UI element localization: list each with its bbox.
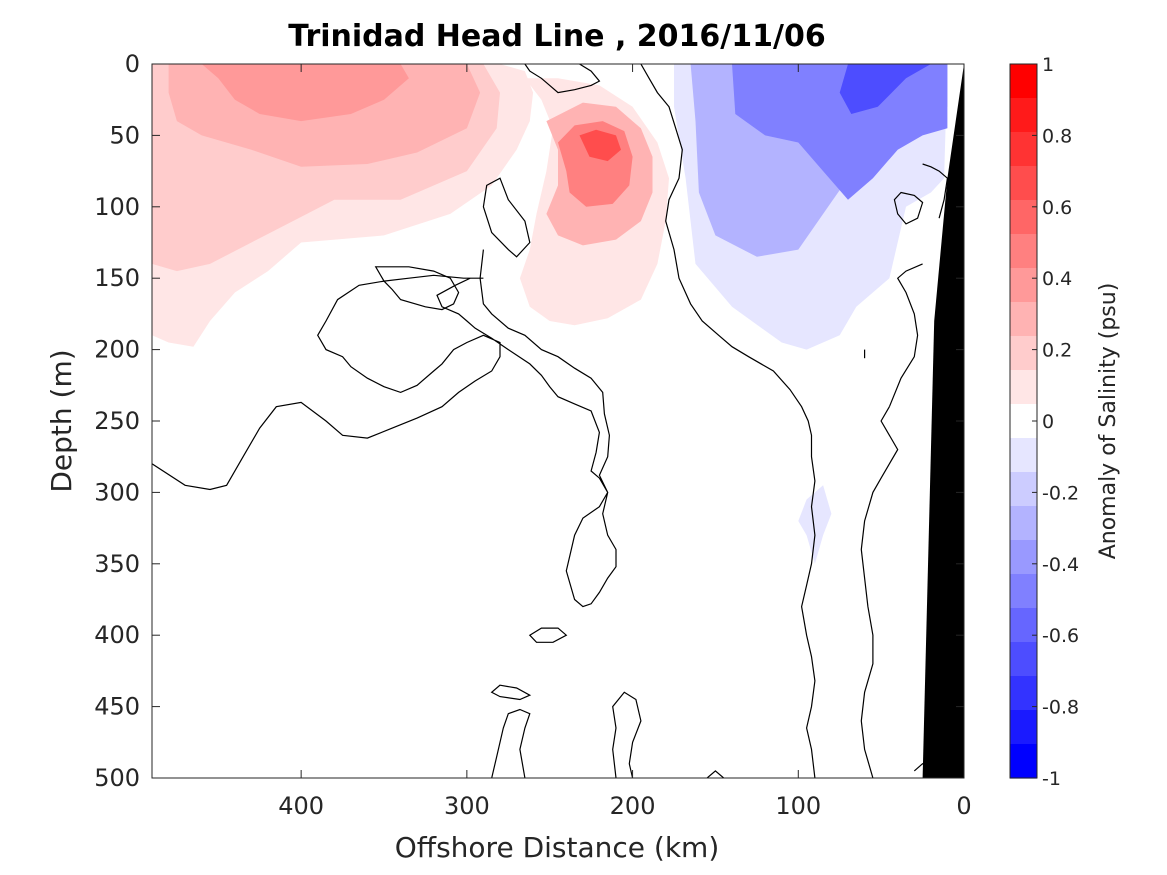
colorbar-swatch: [1010, 710, 1037, 745]
chart-title: Trinidad Head Line , 2016/11/06: [288, 19, 825, 54]
colorbar-swatch: [1010, 506, 1037, 541]
y-tick-label: 450: [94, 693, 140, 721]
plot-area: [151, 63, 965, 779]
zero-contour-line-7: [888, 263, 923, 407]
y-axis-label: Depth (m): [45, 349, 78, 492]
y-tick-label: 300: [94, 478, 140, 506]
colorbar-tick-label: -0.2: [1042, 482, 1079, 504]
zero-contour-line-0: [152, 249, 617, 608]
x-tick-label: 400: [278, 792, 324, 820]
filled-contour-12: [798, 485, 832, 564]
zero-contour-line-1: [374, 266, 460, 311]
y-tick-label: 50: [109, 121, 140, 149]
colorbar-swatch: [1010, 608, 1037, 643]
colorbar-swatch: [1010, 676, 1037, 711]
colorbar-tick-label: 0: [1042, 411, 1054, 433]
colorbar-swatch: [1010, 574, 1037, 609]
y-tick-label: 250: [94, 407, 140, 435]
colorbar-swatch: [1010, 268, 1037, 303]
zero-contour-line-11: [490, 684, 532, 701]
y-tick-label: 100: [94, 193, 140, 221]
colorbar-tick-label: 1: [1042, 54, 1054, 76]
colorbar-tick-label: 0.2: [1042, 340, 1072, 362]
colorbar-swatch: [1010, 234, 1037, 269]
colorbar-swatch: [1010, 472, 1037, 507]
y-tick-label: 0: [125, 50, 140, 78]
colorbar-tick-label: -1: [1042, 768, 1061, 790]
colorbar-tick-label: 0.6: [1042, 197, 1072, 219]
colorbar-swatch: [1010, 302, 1037, 337]
zero-contour-line-10: [528, 627, 568, 643]
colorbar: 1 0.8 0.6 0.4 0.2 0 -0.2 -0.4 -0.6 -0.8 -1: [1009, 54, 1079, 790]
filled-contour-10: [732, 64, 948, 200]
zero-contour-line-14: [706, 770, 725, 778]
colorbar-swatch: [1010, 336, 1037, 371]
zero-contour-line-4: [640, 64, 816, 778]
colorbar-swatch: [1010, 132, 1037, 167]
filled-contour-3: [201, 64, 409, 122]
colorbar-swatch: [1010, 642, 1037, 677]
colorbar-swatch: [1010, 744, 1037, 779]
filled-contour-11: [839, 64, 931, 114]
colorbar-tick-label: -0.4: [1042, 554, 1079, 576]
colorbar-swatch: [1010, 540, 1037, 575]
y-tick-label: 400: [94, 621, 140, 649]
zero-contour-line-3: [524, 64, 601, 94]
y-tick-label: 500: [94, 764, 140, 792]
plot-content: [152, 64, 964, 778]
zero-contour-line-13: [612, 691, 642, 778]
zero-contour-line-8: [922, 163, 949, 219]
zero-contour-line-9: [893, 191, 924, 225]
colorbar-tick-label: -0.8: [1042, 697, 1079, 719]
colorbar-tick-label: 0.4: [1042, 268, 1072, 290]
x-tick-label: 100: [775, 792, 821, 820]
colorbar-tick-label: -0.6: [1042, 625, 1079, 647]
colorbar-swatch: [1010, 370, 1037, 405]
x-tick-label: 200: [610, 792, 656, 820]
x-axis-label: Offshore Distance (km): [395, 831, 720, 864]
zero-contour-line-2: [482, 177, 531, 258]
y-tick-label: 150: [94, 264, 140, 292]
y-tick-label: 350: [94, 550, 140, 578]
x-tick-label: 300: [444, 792, 490, 820]
filled-contour-7: [579, 129, 621, 162]
x-axis-ticks: 400 300 200 100 0: [278, 64, 972, 820]
colorbar-label: Anomaly of Salinity (psu): [1096, 283, 1121, 560]
colorbar-tick-label: 0.8: [1042, 125, 1072, 147]
x-tick-label: 0: [956, 792, 971, 820]
colorbar-swatch: [1010, 438, 1037, 473]
zero-contour-line-6: [860, 406, 899, 778]
y-tick-label: 200: [94, 336, 140, 364]
colorbar-swatch: [1010, 200, 1037, 235]
colorbar-swatch: [1010, 166, 1037, 201]
bathymetry-shelf: [922, 64, 964, 778]
zero-contour-line-12: [491, 708, 531, 778]
y-axis-ticks: 0 50 100 150 200 250 300 350 400 450 500: [94, 50, 964, 792]
colorbar-swatch: [1010, 64, 1037, 99]
colorbar-swatch: [1010, 98, 1037, 133]
